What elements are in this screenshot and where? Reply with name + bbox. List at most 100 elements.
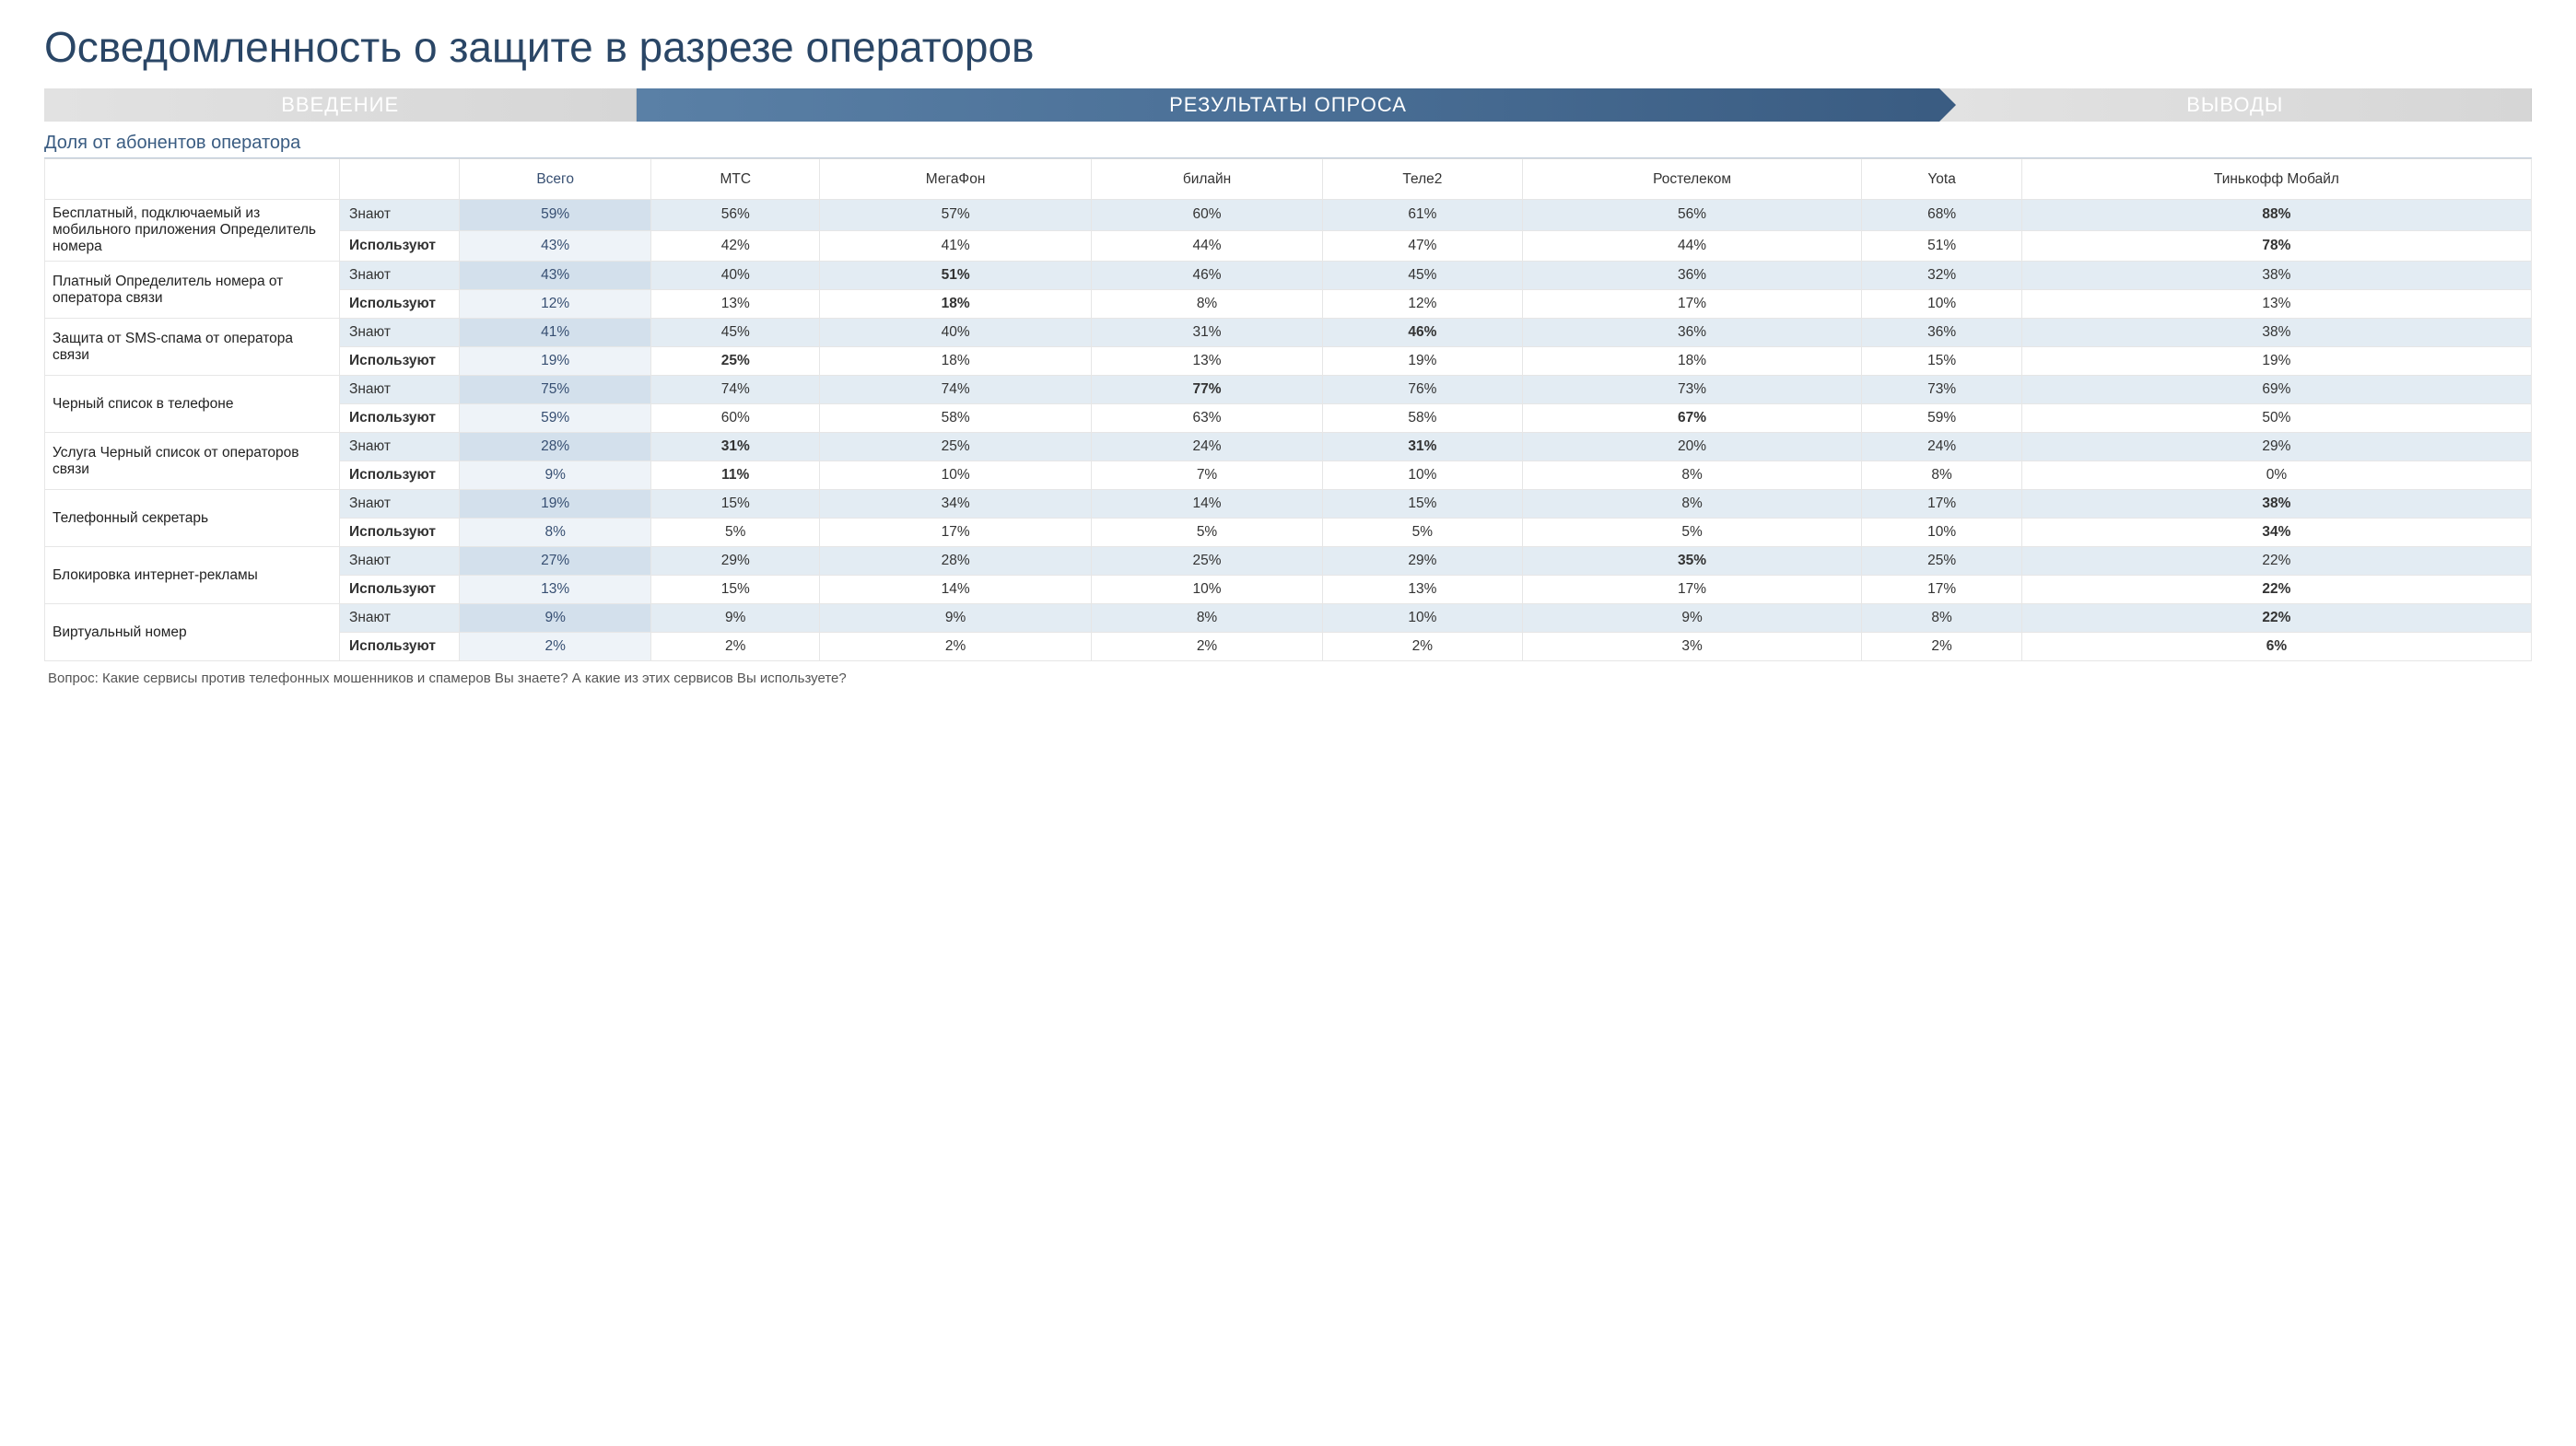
- metric-know-label: Знают: [340, 547, 460, 576]
- cell-value: 57%: [820, 200, 1092, 231]
- metric-use-label: Используют: [340, 633, 460, 661]
- table-row: Блокировка интернет-рекламыЗнают27%29%28…: [45, 547, 2532, 576]
- cell-value: 3%: [1522, 633, 1862, 661]
- cell-value: 59%: [460, 404, 651, 433]
- col-header: Ростелеком: [1522, 159, 1862, 200]
- cell-value: 13%: [2021, 290, 2531, 319]
- metric-know-label: Знают: [340, 433, 460, 461]
- table-row: Платный Определитель номера от оператора…: [45, 262, 2532, 290]
- cell-value: 19%: [460, 347, 651, 376]
- cell-value: 2%: [460, 633, 651, 661]
- service-name: Защита от SMS-спама от оператора связи: [45, 319, 340, 376]
- cell-value: 41%: [820, 230, 1092, 262]
- cell-value: 2%: [1092, 633, 1323, 661]
- cell-value: 8%: [1862, 604, 2022, 633]
- cell-value: 22%: [2021, 604, 2531, 633]
- cell-value: 42%: [651, 230, 820, 262]
- cell-value: 59%: [1862, 404, 2022, 433]
- cell-value: 25%: [1862, 547, 2022, 576]
- cell-value: 2%: [820, 633, 1092, 661]
- table-row: Используют12%13%18%8%12%17%10%13%: [45, 290, 2532, 319]
- cell-value: 24%: [1862, 433, 2022, 461]
- cell-value: 17%: [1522, 576, 1862, 604]
- cell-value: 36%: [1862, 319, 2022, 347]
- cell-value: 46%: [1092, 262, 1323, 290]
- cell-value: 25%: [651, 347, 820, 376]
- cell-value: 9%: [1522, 604, 1862, 633]
- service-name: Виртуальный номер: [45, 604, 340, 661]
- footnote-question: Вопрос: Какие сервисы против телефонных …: [44, 661, 2532, 686]
- table-row: Используют43%42%41%44%47%44%51%78%: [45, 230, 2532, 262]
- metric-use-label: Используют: [340, 290, 460, 319]
- cell-value: 2%: [651, 633, 820, 661]
- cell-value: 15%: [651, 490, 820, 519]
- col-header: Теле2: [1322, 159, 1522, 200]
- metric-know-label: Знают: [340, 376, 460, 404]
- cell-value: 8%: [1092, 290, 1323, 319]
- table-row: Услуга Черный список от операторов связи…: [45, 433, 2532, 461]
- cell-value: 2%: [1862, 633, 2022, 661]
- col-header: МегаФон: [820, 159, 1092, 200]
- cell-value: 17%: [1862, 490, 2022, 519]
- table-row: Используют13%15%14%10%13%17%17%22%: [45, 576, 2532, 604]
- cell-value: 13%: [651, 290, 820, 319]
- cell-value: 11%: [651, 461, 820, 490]
- cell-value: 9%: [460, 461, 651, 490]
- table-row: Используют59%60%58%63%58%67%59%50%: [45, 404, 2532, 433]
- col-blank: [45, 159, 340, 200]
- cell-value: 51%: [1862, 230, 2022, 262]
- metric-use-label: Используют: [340, 404, 460, 433]
- cell-value: 24%: [1092, 433, 1323, 461]
- table-row: Используют8%5%17%5%5%5%10%34%: [45, 519, 2532, 547]
- cell-value: 61%: [1322, 200, 1522, 231]
- cell-value: 17%: [1862, 576, 2022, 604]
- table-row: Черный список в телефонеЗнают75%74%74%77…: [45, 376, 2532, 404]
- cell-value: 18%: [820, 290, 1092, 319]
- tab-results[interactable]: РЕЗУЛЬТАТЫ ОПРОСА: [637, 88, 1938, 122]
- cell-value: 13%: [460, 576, 651, 604]
- cell-value: 0%: [2021, 461, 2531, 490]
- service-name: Услуга Черный список от операторов связи: [45, 433, 340, 490]
- cell-value: 58%: [1322, 404, 1522, 433]
- metric-know-label: Знают: [340, 319, 460, 347]
- cell-value: 56%: [1522, 200, 1862, 231]
- cell-value: 5%: [1092, 519, 1323, 547]
- cell-value: 12%: [1322, 290, 1522, 319]
- cell-value: 15%: [1862, 347, 2022, 376]
- section-tabs: ВВЕДЕНИЕ РЕЗУЛЬТАТЫ ОПРОСА ВЫВОДЫ: [44, 88, 2532, 122]
- cell-value: 59%: [460, 200, 651, 231]
- cell-value: 6%: [2021, 633, 2531, 661]
- tab-intro[interactable]: ВВЕДЕНИЕ: [44, 88, 637, 122]
- cell-value: 2%: [1322, 633, 1522, 661]
- cell-value: 5%: [651, 519, 820, 547]
- cell-value: 34%: [820, 490, 1092, 519]
- cell-value: 38%: [2021, 262, 2531, 290]
- service-name: Платный Определитель номера от оператора…: [45, 262, 340, 319]
- cell-value: 58%: [820, 404, 1092, 433]
- cell-value: 28%: [820, 547, 1092, 576]
- cell-value: 15%: [1322, 490, 1522, 519]
- metric-know-label: Знают: [340, 262, 460, 290]
- table-row: Используют9%11%10%7%10%8%8%0%: [45, 461, 2532, 490]
- cell-value: 29%: [2021, 433, 2531, 461]
- col-header: билайн: [1092, 159, 1323, 200]
- cell-value: 38%: [2021, 490, 2531, 519]
- cell-value: 34%: [2021, 519, 2531, 547]
- cell-value: 32%: [1862, 262, 2022, 290]
- cell-value: 35%: [1522, 547, 1862, 576]
- cell-value: 43%: [460, 262, 651, 290]
- cell-value: 31%: [1322, 433, 1522, 461]
- metric-use-label: Используют: [340, 461, 460, 490]
- cell-value: 40%: [820, 319, 1092, 347]
- cell-value: 75%: [460, 376, 651, 404]
- cell-value: 19%: [1322, 347, 1522, 376]
- col-header: МТС: [651, 159, 820, 200]
- col-blank: [340, 159, 460, 200]
- cell-value: 31%: [1092, 319, 1323, 347]
- tab-conclusions[interactable]: ВЫВОДЫ: [1939, 88, 2532, 122]
- cell-value: 14%: [820, 576, 1092, 604]
- cell-value: 50%: [2021, 404, 2531, 433]
- cell-value: 67%: [1522, 404, 1862, 433]
- cell-value: 19%: [460, 490, 651, 519]
- table-row: Используют19%25%18%13%19%18%15%19%: [45, 347, 2532, 376]
